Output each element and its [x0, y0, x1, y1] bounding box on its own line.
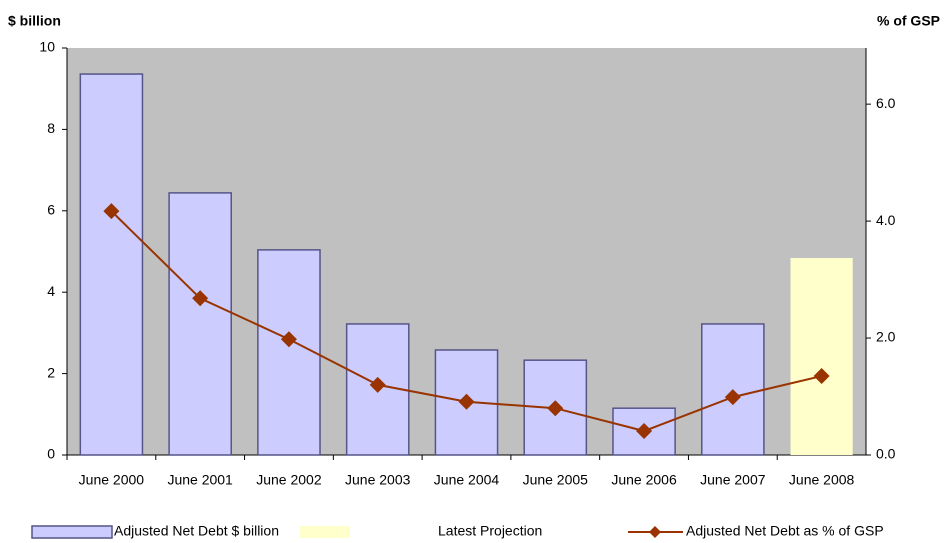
y2-tick-label: 6.0	[876, 95, 896, 111]
x-tick-label: June 2008	[789, 472, 855, 488]
y-tick-label: 6	[47, 202, 55, 218]
marker	[724, 389, 741, 406]
legend-label: Latest Projection	[438, 523, 542, 539]
y2-tick-label: 2.0	[876, 329, 896, 345]
bar	[79, 73, 144, 456]
y-axis-label: $ billion	[8, 13, 61, 29]
x-tick-label: June 2006	[611, 472, 677, 488]
marker	[813, 368, 830, 385]
marker	[192, 290, 209, 307]
x-tick-label: June 2002	[256, 472, 322, 488]
legend-swatch	[31, 525, 113, 539]
y-tick-label: 8	[47, 120, 55, 136]
legend-label: Adjusted Net Debt $ billion	[114, 523, 279, 539]
x-tick-label: June 2004	[434, 472, 500, 488]
x-tick-label: June 2000	[79, 472, 145, 488]
y-tick-label: 2	[47, 364, 55, 380]
x-tick-label: June 2003	[345, 472, 411, 488]
y-tick-label: 0	[47, 446, 55, 462]
legend-swatch	[300, 526, 350, 538]
marker	[103, 203, 120, 220]
marker	[636, 423, 653, 440]
x-tick-label: June 2005	[523, 472, 589, 488]
legend-swatch	[649, 526, 661, 538]
marker	[458, 393, 475, 410]
y2-axis-label: % of GSP	[877, 13, 940, 29]
bar	[790, 258, 853, 455]
y-tick-label: 10	[39, 39, 55, 55]
marker	[280, 331, 297, 348]
y2-tick-label: 0.0	[876, 446, 896, 462]
legend-label: Adjusted Net Debt as % of GSP	[686, 523, 884, 539]
marker	[547, 400, 564, 417]
marker	[369, 376, 386, 393]
x-tick-label: June 2007	[700, 472, 766, 488]
y-tick-label: 4	[47, 283, 55, 299]
y2-tick-label: 4.0	[876, 212, 896, 228]
bar	[257, 249, 321, 456]
bar	[168, 192, 232, 456]
x-tick-label: June 2001	[167, 472, 233, 488]
